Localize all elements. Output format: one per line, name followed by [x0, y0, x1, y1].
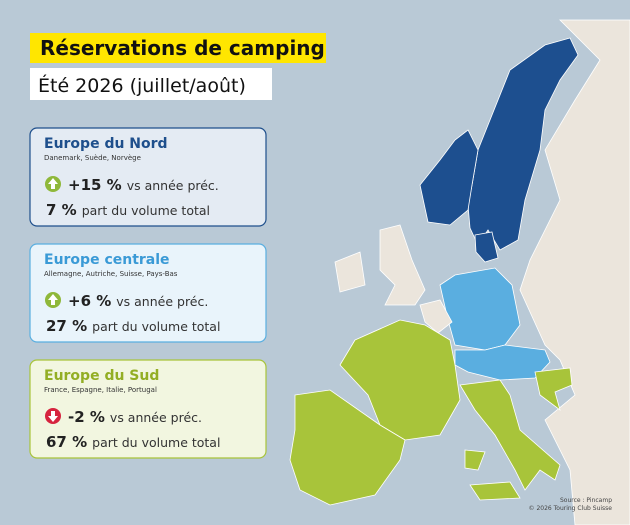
card-title: Europe du Nord: [44, 136, 168, 152]
share: 27 %: [46, 317, 87, 335]
change-label: vs année préc.: [127, 178, 219, 193]
change-label: vs année préc.: [116, 294, 208, 309]
card: [29, 127, 267, 227]
change: -2 %: [68, 408, 105, 426]
change: +6 %: [68, 292, 111, 310]
share-line: 67 % part du volume total: [46, 433, 220, 451]
trend-arrow: [48, 178, 58, 189]
share: 7 %: [46, 201, 77, 219]
card-title: Europe du Sud: [44, 368, 159, 384]
change-line: -2 % vs année préc.: [68, 408, 202, 426]
title: Réservations de camping: [40, 36, 325, 60]
source: Source : Pincamp: [560, 497, 612, 504]
change: +15 %: [68, 176, 122, 194]
change-line: +15 % vs année préc.: [68, 176, 219, 194]
share-line: 27 % part du volume total: [46, 317, 220, 335]
subtitle-box: [30, 68, 272, 100]
share-label: part du volume total: [82, 203, 210, 218]
cards: Europe du Nord Danemark, Suède, Norvège +1…: [29, 127, 267, 459]
card-countries: Danemark, Suède, Norvège: [44, 154, 141, 162]
title-band: [30, 33, 326, 63]
share-line: 7 % part du volume total: [46, 201, 210, 219]
card: [29, 359, 267, 459]
card-countries: France, Espagne, Italie, Portugal: [44, 386, 157, 394]
card-title: Europe centrale: [44, 252, 170, 268]
card-countries: Allemagne, Autriche, Suisse, Pays-Bas: [44, 270, 178, 278]
share-label: part du volume total: [92, 319, 220, 334]
change-line: +6 % vs année préc.: [68, 292, 208, 310]
trend-arrow: [48, 294, 58, 305]
share: 67 %: [46, 433, 87, 451]
subtitle: Été 2026 (juillet/août): [38, 74, 246, 97]
copyright: © 2026 Touring Club Suisse: [529, 505, 613, 512]
map: [289, 19, 630, 525]
card: [29, 243, 267, 343]
change-label: vs année préc.: [110, 410, 202, 425]
share-label: part du volume total: [92, 435, 220, 450]
trend-arrow: [48, 411, 58, 422]
